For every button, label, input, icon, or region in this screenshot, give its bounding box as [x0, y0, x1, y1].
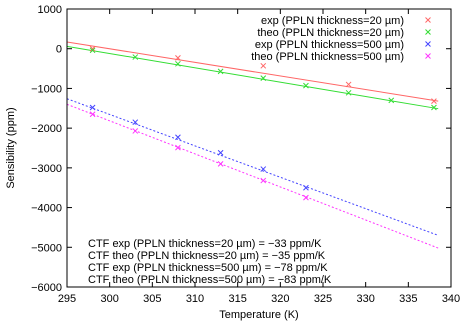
y-tick-label: −3000	[31, 163, 62, 175]
x-tick-label: 295	[58, 293, 76, 305]
x-tick-label: 320	[271, 293, 289, 305]
legend-label: exp (PPLN thickness=20 µm)	[261, 15, 404, 27]
y-axis-label: Sensibility (ppm)	[5, 107, 17, 188]
tick-labels: 295 300 305 310 315 320 325 330 335 340 −6000 −5000…	[31, 4, 460, 305]
data-point	[345, 89, 352, 96]
data-point	[303, 82, 309, 89]
annotations: CTF exp (PPLN thickness=20 µm) = −33 ppm…	[88, 238, 332, 286]
data-point	[431, 98, 437, 104]
data-point	[217, 161, 224, 167]
annotation-text: CTF theo (PPLN thickness=500 µm) = −83 p…	[88, 274, 332, 286]
data-point	[260, 75, 267, 81]
x-tick-label: 300	[100, 293, 118, 305]
data-point	[89, 104, 96, 111]
data-point	[260, 177, 267, 184]
legend-marker	[425, 17, 431, 23]
data-point	[89, 45, 96, 52]
legend-marker	[425, 41, 431, 47]
data-point	[388, 97, 395, 104]
data-point	[431, 104, 437, 111]
data-point	[217, 149, 224, 156]
annotation-text: CTF exp (PPLN thickness=500 µm) = −78 pp…	[88, 262, 328, 274]
legend-marker	[425, 29, 431, 35]
fit-lines	[66, 41, 439, 249]
data-point	[260, 62, 267, 69]
data-point	[303, 194, 309, 201]
fit-line-4	[66, 103, 439, 249]
legend-label: theo (PPLN thickness=20 µm)	[257, 27, 404, 39]
x-tick-label: 315	[228, 293, 246, 305]
legend-marker	[425, 53, 431, 59]
data-point	[175, 54, 181, 61]
y-tick-label: −5000	[31, 242, 62, 254]
data-point	[132, 54, 139, 60]
data-points	[89, 45, 437, 201]
data-point	[303, 184, 309, 191]
annotation-text: CTF exp (PPLN thickness=20 µm) = −33 ppm…	[88, 238, 322, 250]
annotation-text: CTF theo (PPLN thickness=20 µm) = −35 pp…	[88, 250, 326, 262]
data-point	[132, 119, 139, 126]
legend-label: theo (PPLN thickness=500 µm)	[251, 51, 404, 63]
fit-line-2	[66, 45, 439, 110]
y-tick-label: 1000	[38, 4, 62, 16]
data-point	[132, 128, 139, 134]
plot-frame	[66, 8, 452, 288]
data-point	[217, 68, 224, 75]
data-point	[345, 81, 352, 88]
x-tick-label: 340	[442, 293, 460, 305]
legend: exp (PPLN thickness=20 µm)theo (PPLN thi…	[251, 15, 431, 63]
x-tick-label: 310	[186, 293, 204, 305]
legend-label: exp (PPLN thickness=500 µm)	[255, 39, 404, 51]
x-tick-label: 305	[143, 293, 161, 305]
data-point	[89, 47, 96, 54]
data-point	[175, 60, 181, 67]
y-tick-label: −6000	[31, 282, 62, 294]
x-tick-label: 325	[314, 293, 332, 305]
fit-line-3	[66, 98, 439, 236]
y-tick-label: −4000	[31, 203, 62, 215]
data-point	[89, 111, 96, 118]
x-tick-label: 330	[356, 293, 374, 305]
x-tick-label: 335	[399, 293, 417, 305]
data-point	[175, 134, 181, 141]
data-point	[175, 144, 181, 151]
x-axis-label: Temperature (K)	[219, 309, 298, 321]
fit-line-1	[66, 41, 439, 102]
y-tick-label: 0	[56, 44, 62, 56]
data-point	[260, 166, 267, 172]
y-tick-label: −2000	[31, 123, 62, 135]
y-tick-label: −1000	[31, 83, 62, 95]
axis-ticks	[66, 8, 452, 288]
